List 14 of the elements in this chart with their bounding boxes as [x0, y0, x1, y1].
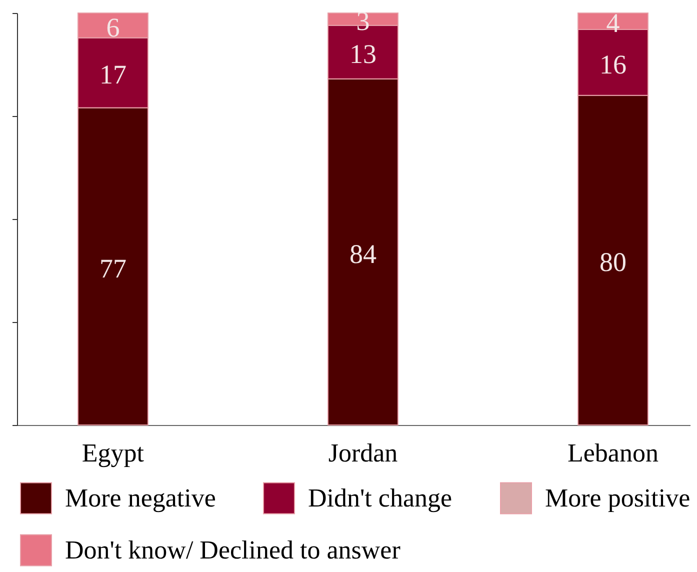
- legend-label: More negative: [65, 483, 216, 512]
- x-tick-label: Lebanon: [567, 438, 658, 468]
- data-label: 13: [349, 39, 376, 70]
- data-label: 80: [599, 247, 626, 278]
- legend-label: Didn't change: [308, 483, 452, 512]
- data-label: 16: [599, 49, 626, 80]
- data-label: 17: [99, 60, 126, 90]
- data-label: 77: [99, 253, 126, 284]
- data-label: 6: [106, 12, 120, 42]
- x-tick-label: Jordan: [328, 438, 398, 468]
- legend-label: Don't know/ Declined to answer: [65, 535, 401, 564]
- x-tick-label: Egypt: [82, 438, 145, 468]
- data-label: 84: [349, 238, 377, 269]
- legend-label: More positive: [545, 483, 690, 512]
